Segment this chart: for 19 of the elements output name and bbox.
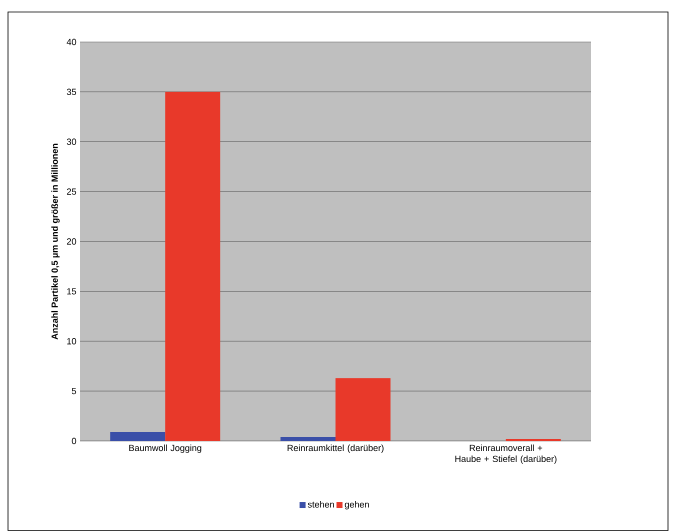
y-tick-label: 15: [67, 288, 76, 294]
bar: [110, 432, 166, 441]
bar: [165, 92, 220, 441]
y-tick-label: 20: [66, 238, 76, 245]
y-tick-label: 40: [66, 38, 76, 46]
y-axis-title: Anzahl Partikel 0,5 µm und größer in Millionen: [51, 144, 60, 340]
y-tick-label: 25: [66, 188, 76, 195]
bar: [280, 436, 336, 441]
y-tick-label: 35: [66, 88, 76, 96]
y-tick-label: 10: [67, 338, 76, 344]
x-tick-label: Reinraumoverall + Haube + Stiefel (darüber): [455, 444, 556, 464]
y-tick-label: 0: [72, 438, 76, 444]
legend-label: gehen: [344, 501, 369, 510]
x-tick-label: Reinraumkittel (darüber): [288, 444, 384, 453]
y-tick-label: 5: [72, 388, 76, 394]
bar: [336, 378, 391, 441]
x-tick-label: Baumwoll Jogging: [129, 444, 202, 453]
y-tick-label: 30: [66, 138, 76, 145]
legend-label: stehen: [308, 501, 334, 508]
